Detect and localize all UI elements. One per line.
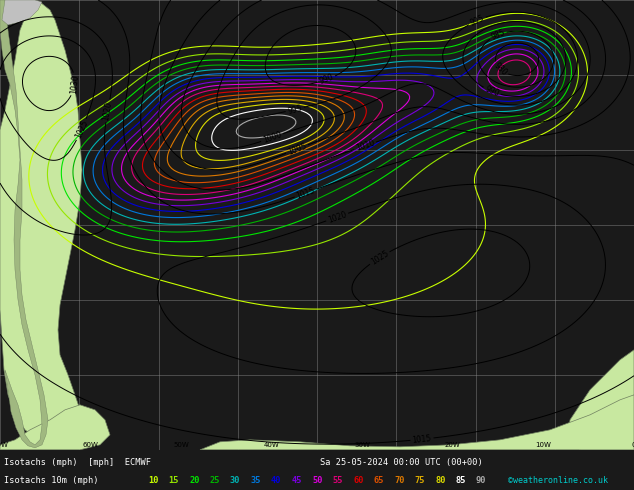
Text: Isotachs 10m (mph): Isotachs 10m (mph) — [4, 476, 98, 485]
Polygon shape — [0, 405, 110, 450]
Text: 70W: 70W — [0, 442, 8, 448]
Text: 1015: 1015 — [295, 186, 316, 200]
Text: 985: 985 — [489, 28, 506, 42]
Text: 995: 995 — [287, 103, 303, 116]
Polygon shape — [0, 0, 48, 448]
Text: 1025: 1025 — [369, 249, 390, 267]
Text: 1020: 1020 — [327, 210, 347, 224]
Polygon shape — [0, 2, 82, 442]
Text: Isotachs (mph)  [mph]  ECMWF: Isotachs (mph) [mph] ECMWF — [4, 458, 151, 467]
Text: 1010: 1010 — [354, 139, 376, 153]
Text: 40: 40 — [271, 476, 281, 485]
Text: 1015: 1015 — [412, 434, 432, 445]
Text: 90: 90 — [476, 476, 486, 485]
Text: 85: 85 — [455, 476, 466, 485]
Text: 40W: 40W — [264, 442, 280, 448]
Text: 60: 60 — [353, 476, 363, 485]
Text: 0: 0 — [631, 442, 634, 448]
Text: 10W: 10W — [536, 442, 552, 448]
Text: 50W: 50W — [173, 442, 189, 448]
Text: 80: 80 — [435, 476, 446, 485]
Text: 70: 70 — [394, 476, 404, 485]
Text: 1025: 1025 — [74, 119, 89, 140]
Text: 20W: 20W — [445, 442, 461, 448]
Text: ©weatheronline.co.uk: ©weatheronline.co.uk — [508, 476, 608, 485]
Text: 45: 45 — [292, 476, 302, 485]
Text: 15: 15 — [169, 476, 179, 485]
Polygon shape — [580, 400, 634, 450]
Text: 65: 65 — [373, 476, 384, 485]
Polygon shape — [568, 350, 634, 450]
Text: 1005: 1005 — [286, 141, 307, 157]
Text: Sa 25-05-2024 00:00 UTC (00+00): Sa 25-05-2024 00:00 UTC (00+00) — [320, 458, 482, 467]
Text: 1030: 1030 — [69, 74, 80, 94]
Text: 1000: 1000 — [261, 130, 283, 145]
Text: 50: 50 — [312, 476, 323, 485]
Text: 30W: 30W — [354, 442, 370, 448]
Text: 10: 10 — [148, 476, 158, 485]
Text: 990: 990 — [484, 84, 500, 98]
Text: 1020: 1020 — [101, 100, 114, 121]
Polygon shape — [200, 395, 634, 450]
Text: 55: 55 — [332, 476, 343, 485]
Polygon shape — [2, 0, 42, 25]
Text: 75: 75 — [415, 476, 425, 485]
Text: 60W: 60W — [82, 442, 98, 448]
Text: 990: 990 — [318, 73, 335, 86]
Text: 25: 25 — [209, 476, 220, 485]
Text: 20: 20 — [189, 476, 200, 485]
Text: 35: 35 — [250, 476, 261, 485]
Text: 30: 30 — [230, 476, 240, 485]
Text: 980: 980 — [492, 61, 508, 77]
Text: 995: 995 — [469, 13, 486, 27]
